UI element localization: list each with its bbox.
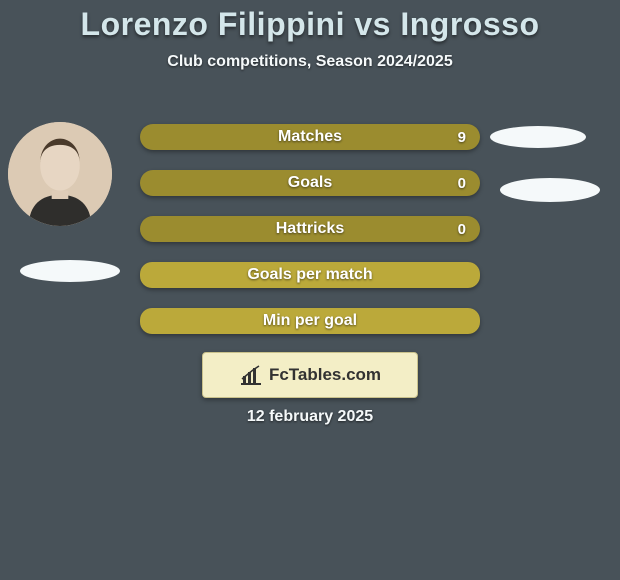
page-title: Lorenzo Filippini vs Ingrosso <box>0 0 620 43</box>
stat-bar: Goals per match <box>140 262 480 288</box>
brand-text: FcTables.com <box>269 365 381 385</box>
stat-bar-value: 0 <box>458 175 466 192</box>
player-left-avatar <box>8 122 112 226</box>
comparison-bars: Matches 9 Goals 0 Hattricks 0 Goals per match M… <box>140 124 480 354</box>
stat-bar: Matches 9 <box>140 124 480 150</box>
stat-bar-label: Hattricks <box>276 220 344 238</box>
player-right-name-pill-1 <box>490 126 586 148</box>
stat-bar-label: Min per goal <box>263 312 357 330</box>
stat-bar: Goals 0 <box>140 170 480 196</box>
stat-bar-label: Goals per match <box>247 266 372 284</box>
person-icon <box>8 122 112 226</box>
stat-bar: Hattricks 0 <box>140 216 480 242</box>
date-line: 12 february 2025 <box>0 408 620 426</box>
stat-bar-value: 9 <box>458 129 466 146</box>
brand-badge: FcTables.com <box>202 352 418 398</box>
player-left-name-pill <box>20 260 120 282</box>
stat-bar-label: Matches <box>278 128 342 146</box>
subtitle: Club competitions, Season 2024/2025 <box>0 53 620 71</box>
stat-bar: Min per goal <box>140 308 480 334</box>
player-right-name-pill-2 <box>500 178 600 202</box>
stat-bar-label: Goals <box>288 174 332 192</box>
bar-chart-icon <box>239 364 263 386</box>
stat-bar-value: 0 <box>458 221 466 238</box>
